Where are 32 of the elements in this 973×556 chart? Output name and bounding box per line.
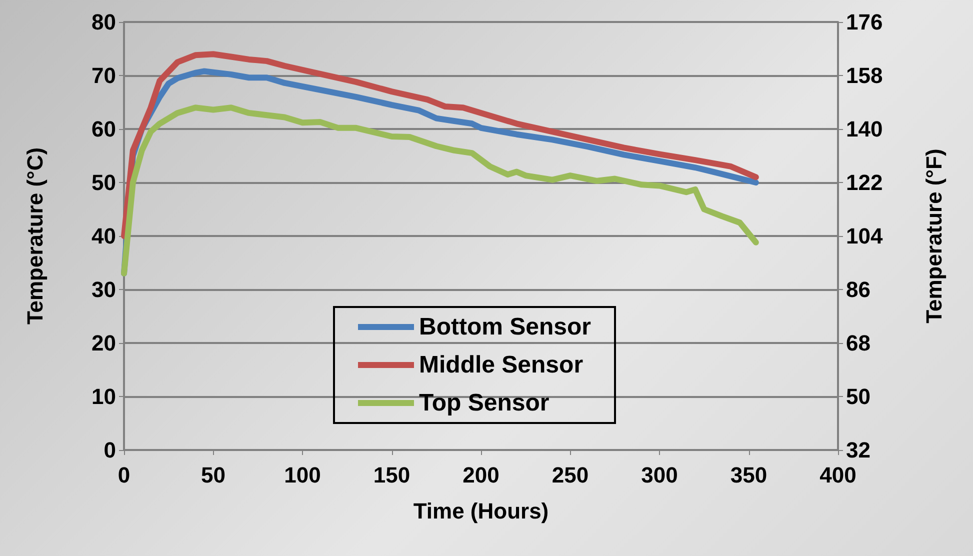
y2-axis-title: Temperature (°F) [922, 148, 946, 324]
x-tick-label: 250 [552, 462, 589, 488]
x-tick-label: 300 [641, 462, 678, 488]
x-tick-label: 350 [730, 462, 768, 488]
y2-tick-label: 104 [846, 224, 884, 248]
x-tick-label: 50 [201, 462, 226, 488]
x-tick-label: 100 [284, 462, 321, 488]
y-tick-label: 30 [92, 277, 116, 302]
x-tick-label: 150 [373, 462, 410, 488]
y-tick-label: 40 [92, 224, 116, 248]
y2-tick-label: 176 [846, 10, 883, 34]
y-tick-label: 50 [92, 170, 116, 195]
x-tick-label: 400 [820, 462, 856, 488]
y2-tick-label: 158 [846, 63, 883, 88]
y-tick-label: 10 [92, 384, 116, 409]
y-tick-label: 20 [92, 330, 116, 356]
x-axis-title: Time (Hours) [413, 498, 549, 524]
legend-label: Bottom Sensor [419, 314, 592, 340]
legend-label: Middle Sensor [419, 352, 584, 378]
y-tick-label: 80 [92, 10, 116, 34]
y2-tick-label: 50 [846, 384, 870, 409]
y2-tick-label: 122 [846, 170, 883, 195]
y-axis-title: Temperature (°C) [22, 147, 48, 325]
y2-tick-label: 140 [846, 116, 883, 142]
y2-tick-label: 68 [846, 330, 870, 356]
x-tick-label: 200 [462, 462, 500, 488]
y-tick-label: 70 [92, 63, 116, 88]
y2-tick-label: 86 [846, 277, 870, 302]
legend-label: Top Sensor [419, 390, 550, 416]
y2-tick-label: 32 [846, 438, 870, 462]
y-tick-label: 0 [104, 438, 116, 462]
y-tick-label: 60 [92, 116, 116, 142]
